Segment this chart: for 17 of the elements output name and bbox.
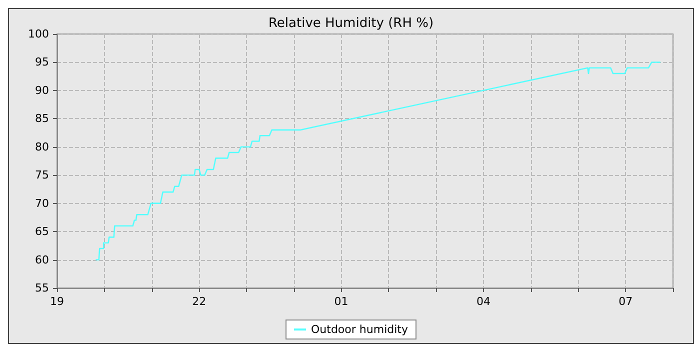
- x-tick-label: 22: [192, 295, 206, 308]
- y-tick-label: 55: [35, 282, 49, 294]
- y-tick-label: 100: [28, 28, 49, 40]
- chart-title: Relative Humidity (RH %): [268, 16, 434, 31]
- x-tick-label: 19: [50, 295, 64, 308]
- y-tick-label: 90: [35, 84, 49, 97]
- x-tick-label: 04: [476, 295, 490, 308]
- y-tick-label: 65: [35, 225, 49, 238]
- x-tick-label: 07: [618, 295, 633, 308]
- y-tick-label: 70: [35, 196, 49, 210]
- y-tick-label: 80: [35, 140, 49, 154]
- legend-label: Outdoor humidity: [311, 323, 408, 336]
- y-tick-label: 95: [35, 56, 49, 69]
- y-tick-label: 85: [35, 112, 49, 126]
- y-tick-label: 75: [35, 168, 49, 182]
- y-tick-label: 60: [35, 253, 49, 266]
- x-tick-label: 01: [334, 295, 348, 308]
